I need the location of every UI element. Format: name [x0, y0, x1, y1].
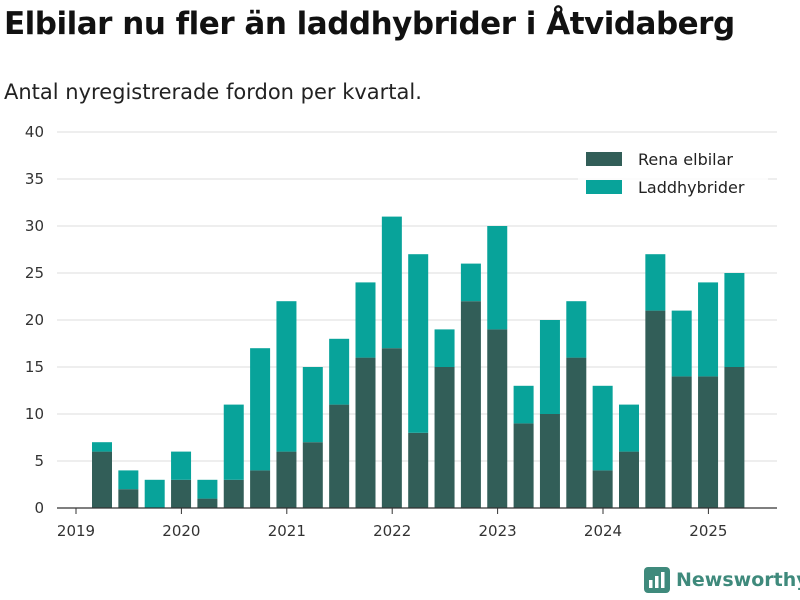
y-tick-label: 15 [25, 358, 44, 376]
bar-laddhybrider [724, 273, 745, 367]
bar-laddhybrider [513, 385, 534, 424]
bar-rena-elbilar [329, 404, 350, 508]
bar-rena-elbilar [92, 451, 112, 508]
bar-rena-elbilar [302, 442, 323, 508]
x-axis: 2019 2020 2021 2022 2023 2024 2025 [57, 507, 777, 540]
bar-laddhybrider [645, 254, 666, 311]
bar-rena-elbilar [460, 301, 481, 508]
bar-laddhybrider [671, 310, 692, 377]
bar-rena-elbilar [408, 432, 429, 508]
y-tick-label: 20 [25, 311, 44, 329]
y-tick-label: 30 [25, 217, 44, 235]
bar-laddhybrider [434, 329, 455, 367]
bar-laddhybrider [408, 254, 429, 433]
bar-laddhybrider [619, 404, 639, 452]
bar-laddhybrider [566, 301, 587, 358]
bar-laddhybrider [355, 282, 376, 358]
bar-laddhybrider [460, 263, 481, 302]
bar-laddhybrider [118, 470, 139, 490]
bar-rena-elbilar [698, 376, 719, 508]
brand-name: Newsworthy [676, 569, 800, 591]
bar-rena-elbilar [539, 414, 560, 508]
y-tick-label: 5 [34, 452, 44, 470]
x-tick-label: 2020 [162, 522, 200, 540]
bar-rena-elbilar [566, 357, 587, 508]
bar-rena-elbilar [592, 470, 613, 508]
bar-rena-elbilar [381, 348, 402, 508]
y-tick-label: 10 [25, 405, 44, 423]
bar-rena-elbilar [487, 329, 508, 508]
bar-rena-elbilar [355, 357, 376, 508]
bar-rena-elbilar [197, 498, 218, 508]
bar-laddhybrider [223, 404, 244, 480]
bar-rena-elbilar [276, 451, 297, 508]
chart-title: Elbilar nu fler än laddhybrider i Åtvida… [4, 6, 735, 42]
bar-rena-elbilar [118, 489, 139, 508]
bar-rena-elbilar [671, 376, 692, 508]
y-tick-label: 40 [25, 123, 44, 141]
newsworthy-icon [644, 567, 670, 593]
bar-laddhybrider [302, 367, 323, 443]
bar-rena-elbilar [619, 451, 639, 508]
y-tick-label: 35 [25, 170, 44, 188]
chart-subtitle: Antal nyregistrerade fordon per kvartal. [4, 80, 422, 104]
bar-rena-elbilar [223, 479, 244, 508]
bar-laddhybrider [276, 301, 297, 452]
x-tick-label: 2023 [479, 522, 517, 540]
bar-rena-elbilar [171, 479, 192, 508]
bar-rena-elbilar [250, 470, 271, 508]
legend-label-rena-elbilar: Rena elbilar [638, 150, 733, 169]
x-tick-label: 2024 [584, 522, 622, 540]
bar-rena-elbilar [645, 310, 666, 508]
bar-laddhybrider [487, 226, 508, 330]
bar-laddhybrider [381, 216, 402, 349]
legend: Rena elbilar Laddhybrider [578, 144, 768, 206]
x-tick-label: 2025 [689, 522, 727, 540]
bar-laddhybrider [329, 338, 350, 405]
legend-swatch-rena-elbilar [586, 152, 622, 166]
bar-laddhybrider [539, 320, 560, 414]
bar-rena-elbilar [434, 367, 455, 508]
bar-laddhybrider [144, 479, 165, 508]
x-tick-label: 2019 [57, 522, 95, 540]
legend-label-laddhybrider: Laddhybrider [638, 178, 745, 197]
x-tick-label: 2022 [373, 522, 411, 540]
x-tick-label: 2021 [268, 522, 306, 540]
bar-rena-elbilar [724, 367, 745, 508]
bar-laddhybrider [197, 479, 218, 499]
bar-laddhybrider [92, 442, 112, 452]
bar-laddhybrider [250, 348, 271, 471]
bar-laddhybrider [171, 451, 192, 480]
legend-swatch-laddhybrider [586, 180, 622, 194]
bar-rena-elbilar [513, 423, 534, 508]
y-axis-tick-labels: 0 5 10 15 20 25 30 35 40 [25, 123, 44, 517]
bar-laddhybrider [698, 282, 719, 377]
newsworthy-logo: Newsworthy [644, 567, 800, 593]
y-tick-label: 0 [34, 499, 44, 517]
bars [92, 216, 745, 508]
bar-laddhybrider [592, 385, 613, 471]
y-tick-label: 25 [25, 264, 44, 282]
